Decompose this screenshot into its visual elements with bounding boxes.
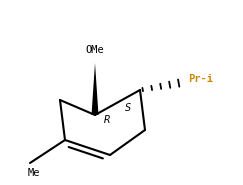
- Text: Pr-i: Pr-i: [188, 74, 213, 84]
- Polygon shape: [92, 63, 98, 115]
- Text: OMe: OMe: [86, 45, 104, 55]
- Text: S: S: [125, 103, 131, 113]
- Text: R: R: [104, 115, 110, 125]
- Text: Me: Me: [28, 168, 41, 178]
